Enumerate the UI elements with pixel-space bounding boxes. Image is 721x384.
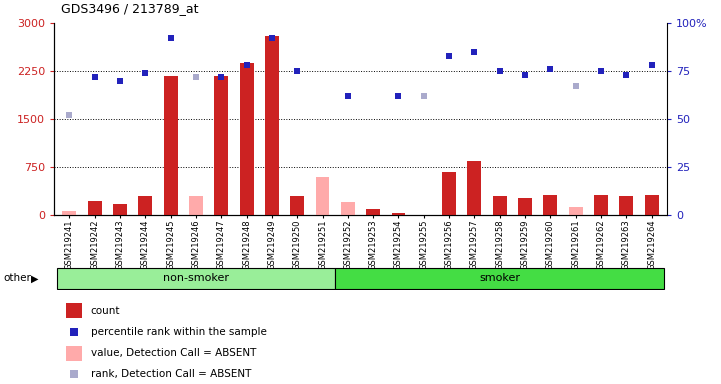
- Bar: [442, 172, 456, 215]
- Bar: [569, 207, 583, 215]
- Bar: [341, 202, 355, 215]
- Bar: [138, 197, 152, 215]
- Bar: [189, 197, 203, 215]
- Bar: [62, 211, 76, 215]
- Bar: [544, 195, 557, 215]
- Bar: [57, 268, 335, 289]
- Text: ▶: ▶: [31, 273, 38, 283]
- Bar: [316, 177, 329, 215]
- Bar: [619, 197, 633, 215]
- Bar: [239, 63, 254, 215]
- Bar: [113, 204, 127, 215]
- Bar: [518, 198, 532, 215]
- Text: GDS3496 / 213789_at: GDS3496 / 213789_at: [61, 2, 199, 15]
- Text: non-smoker: non-smoker: [163, 273, 229, 283]
- Bar: [88, 201, 102, 215]
- Text: other: other: [4, 273, 32, 283]
- Bar: [62, 213, 76, 215]
- Bar: [366, 209, 380, 215]
- Text: percentile rank within the sample: percentile rank within the sample: [91, 327, 267, 337]
- Bar: [164, 76, 177, 215]
- Bar: [265, 36, 279, 215]
- Bar: [493, 197, 507, 215]
- Bar: [594, 195, 608, 215]
- Text: value, Detection Call = ABSENT: value, Detection Call = ABSENT: [91, 348, 256, 358]
- Text: count: count: [91, 306, 120, 316]
- Text: smoker: smoker: [479, 273, 521, 283]
- Bar: [335, 268, 664, 289]
- Bar: [392, 213, 405, 215]
- Bar: [291, 197, 304, 215]
- Bar: [645, 195, 659, 215]
- Bar: [66, 346, 81, 361]
- Bar: [214, 76, 228, 215]
- Bar: [66, 303, 81, 318]
- Bar: [467, 161, 482, 215]
- Text: rank, Detection Call = ABSENT: rank, Detection Call = ABSENT: [91, 369, 251, 379]
